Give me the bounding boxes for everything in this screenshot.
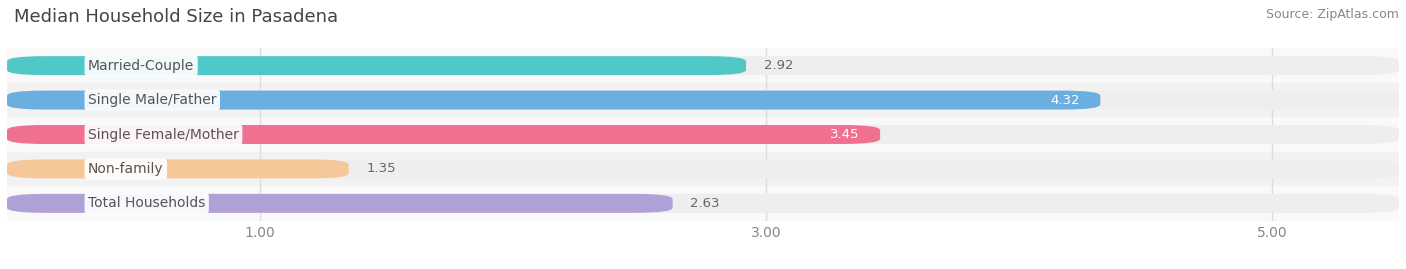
Bar xyxy=(7,48,1399,83)
Text: Single Female/Mother: Single Female/Mother xyxy=(89,128,239,141)
FancyBboxPatch shape xyxy=(7,56,1399,75)
Text: Total Households: Total Households xyxy=(89,196,205,210)
FancyBboxPatch shape xyxy=(7,194,672,213)
Text: Married-Couple: Married-Couple xyxy=(89,59,194,73)
FancyBboxPatch shape xyxy=(7,160,1399,178)
Text: 4.32: 4.32 xyxy=(1050,94,1080,107)
Text: Median Household Size in Pasadena: Median Household Size in Pasadena xyxy=(14,8,339,26)
Bar xyxy=(7,83,1399,117)
FancyBboxPatch shape xyxy=(7,125,1399,144)
FancyBboxPatch shape xyxy=(7,194,1399,213)
FancyBboxPatch shape xyxy=(7,160,349,178)
Bar xyxy=(7,152,1399,186)
Text: 2.63: 2.63 xyxy=(690,197,720,210)
Text: 3.45: 3.45 xyxy=(831,128,860,141)
FancyBboxPatch shape xyxy=(7,91,1399,109)
Bar xyxy=(7,186,1399,221)
FancyBboxPatch shape xyxy=(7,56,747,75)
Text: Non-family: Non-family xyxy=(89,162,163,176)
FancyBboxPatch shape xyxy=(7,125,880,144)
Text: Single Male/Father: Single Male/Father xyxy=(89,93,217,107)
Text: Source: ZipAtlas.com: Source: ZipAtlas.com xyxy=(1265,8,1399,21)
Text: 2.92: 2.92 xyxy=(763,59,793,72)
FancyBboxPatch shape xyxy=(7,91,1101,109)
Text: 1.35: 1.35 xyxy=(367,162,396,175)
Bar xyxy=(7,117,1399,152)
